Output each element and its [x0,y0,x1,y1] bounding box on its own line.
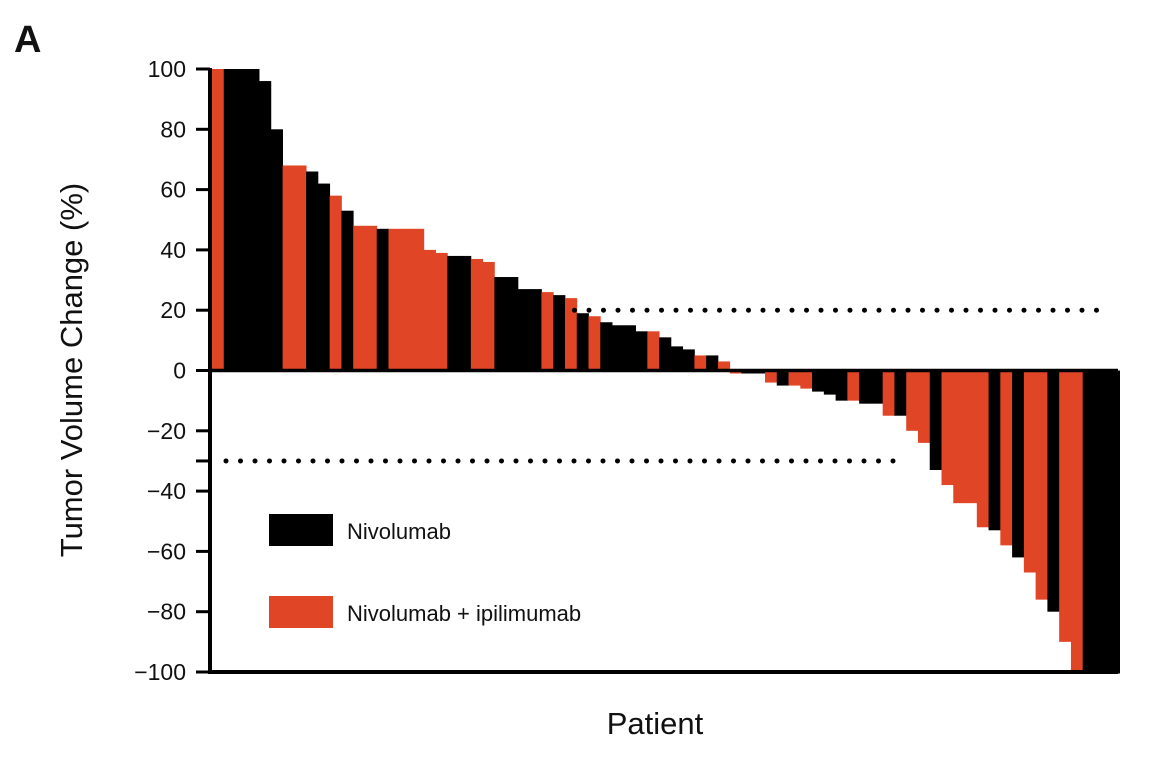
x-axis-title: Patient [607,706,704,741]
bar-patient-20 [435,252,448,371]
y-tick-label: −80 [147,599,186,625]
bar-patient-54 [835,370,848,401]
bar-patient-17 [400,228,413,371]
y-tick-label: 60 [160,177,186,203]
bar-patient-53 [823,370,837,395]
bar-patient-24 [482,261,495,371]
bar-patient-61 [917,370,931,443]
y-tick-label: 80 [160,116,186,142]
y-tick-label: −20 [147,418,186,444]
bar-patient-69 [1012,370,1025,558]
y-axis-ticks: 100 80 60 40 20 0 −20 −40 −60 −80 −100 [134,56,210,685]
bar-patient-15 [376,228,389,371]
bar-patient-11 [329,195,342,371]
bar-patient-39 [659,337,672,371]
bars-group [212,69,1119,672]
panel-label: A [14,19,41,61]
bar-patient-37 [635,331,648,371]
bar-patient-77 [1106,370,1119,672]
bar-patient-41 [682,349,695,371]
bar-patient-42 [694,355,707,371]
bar-patient-27 [517,289,531,371]
y-tick-label: 0 [173,358,186,384]
bar-patient-38 [647,331,660,371]
legend-label-nivolumab-ipilimumab: Nivolumab + ipilimumab [347,601,581,626]
legend: Nivolumab Nivolumab + ipilimumab [269,514,581,628]
bar-patient-10 [317,183,331,371]
bar-patient-33 [588,316,601,371]
legend-label-nivolumab: Nivolumab [347,519,451,544]
bar-patient-25 [494,277,507,371]
bar-patient-66 [976,370,989,528]
bar-patient-62 [929,370,942,470]
bar-patient-34 [600,322,613,371]
y-tick-label: 40 [160,237,186,263]
y-tick-label: −60 [147,538,186,564]
y-tick-label: 20 [160,297,186,323]
legend-swatch-nivolumab [269,514,333,546]
bar-patient-44 [717,361,731,371]
bar-patient-52 [812,370,825,392]
y-tick-label: 100 [148,56,186,82]
bar-patient-2 [223,69,236,371]
bar-patient-5 [259,81,272,371]
bar-patient-67 [988,370,1001,531]
y-tick-label: −40 [147,478,186,504]
bar-patient-4 [247,69,260,371]
bar-patient-18 [412,228,425,371]
bar-patient-56 [859,370,872,404]
bar-patient-26 [506,277,519,371]
bar-patient-55 [847,370,860,401]
bar-patient-13 [353,225,366,371]
bar-patient-51 [800,370,813,389]
bar-patient-36 [623,325,636,371]
bar-patient-57 [870,370,884,404]
bar-patient-74 [1070,370,1084,672]
y-axis-title: Tumor Volume Change (%) [54,183,89,557]
bar-patient-21 [447,255,460,371]
bar-patient-29 [541,292,554,371]
bar-patient-35 [612,325,625,371]
bar-patient-68 [1000,370,1013,546]
bar-patient-22 [459,255,472,371]
bar-patient-1 [212,69,225,371]
bar-patient-76 [1094,370,1107,672]
bar-patient-7 [282,165,295,371]
bar-patient-75 [1082,370,1095,672]
bar-patient-6 [270,129,283,371]
bar-patient-32 [576,313,589,371]
bar-patient-58 [882,370,895,416]
legend-swatch-nivolumab-ipilimumab [269,596,333,628]
bar-patient-19 [423,249,436,371]
bar-patient-65 [965,370,978,504]
bar-patient-8 [294,165,307,371]
bar-patient-59 [894,370,907,416]
bar-patient-3 [235,69,248,371]
bar-patient-30 [553,295,566,371]
y-tick-label: −100 [134,659,186,685]
bar-patient-31 [564,298,578,371]
bar-patient-71 [1035,370,1048,600]
bar-patient-48 [765,370,778,383]
bar-patient-72 [1047,370,1060,612]
bar-patient-64 [953,370,966,504]
bar-patient-28 [529,289,542,371]
axes [208,68,1120,674]
bar-patient-16 [388,228,401,371]
bar-patient-63 [941,370,954,486]
bar-patient-43 [706,355,719,371]
bar-patient-70 [1023,370,1037,573]
bar-patient-49 [776,370,789,386]
bar-patient-73 [1059,370,1072,642]
bar-patient-12 [341,210,354,371]
bar-patient-40 [670,346,684,371]
bar-patient-9 [306,171,319,371]
bar-patient-60 [906,370,919,431]
bar-patient-50 [788,370,801,386]
bar-patient-23 [470,258,484,371]
bar-patient-14 [364,225,378,371]
